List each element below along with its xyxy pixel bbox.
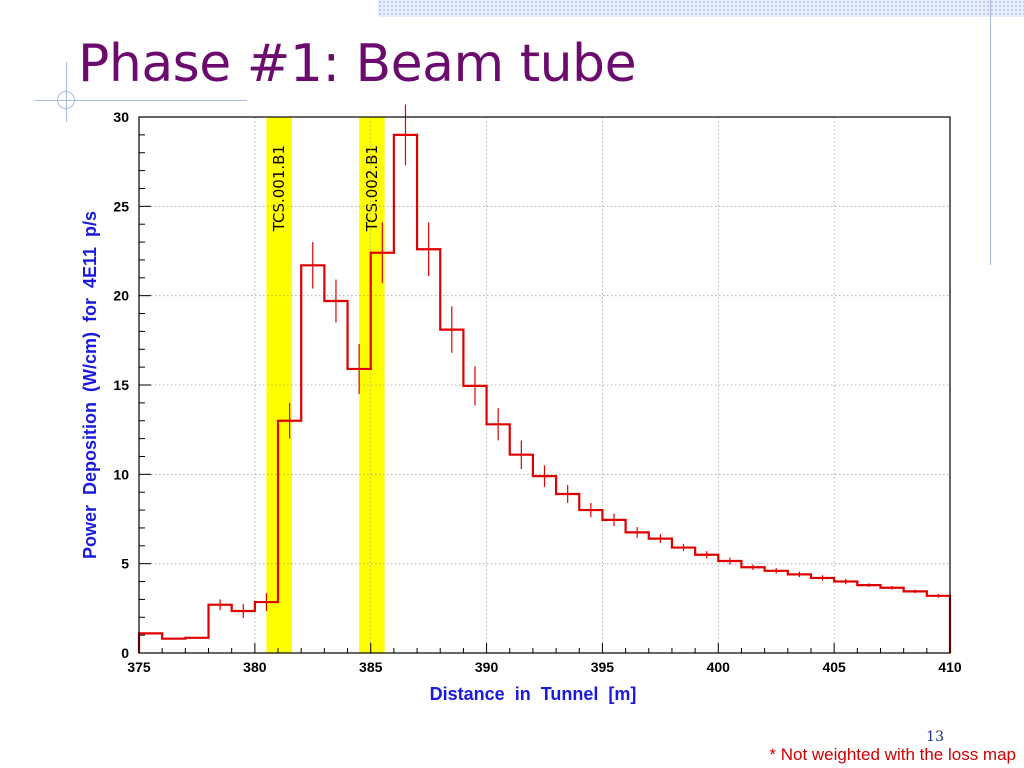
decorative-vertical-line (990, 0, 991, 265)
band-label: TCS.001.B1 (270, 145, 288, 232)
x-tick-label: 410 (938, 659, 962, 675)
grid-lines (139, 117, 950, 653)
band-label: TCS.002.B1 (363, 145, 381, 232)
axis-ticks (138, 116, 951, 654)
x-tick-label: 390 (475, 659, 499, 675)
x-tick-label: 375 (127, 659, 151, 675)
histogram-line (137, 133, 952, 653)
x-axis-title: Distance in Tunnel [m] (430, 684, 637, 704)
x-tick-label: 395 (591, 659, 615, 675)
axis-labels: 375 380 385 390 395 400 405 410 0 5 10 15 20 25 30 Dist… (80, 109, 962, 704)
x-tick-label: 385 (359, 659, 383, 675)
y-axis-title: Power Deposition (W/cm) for 4E11 p/s (80, 211, 100, 559)
x-tick-label: 400 (707, 659, 731, 675)
y-tick-label: 10 (113, 466, 129, 482)
x-tick-label: 380 (243, 659, 267, 675)
page-number: 13 (926, 729, 944, 745)
x-tick-label: 405 (822, 659, 846, 675)
y-tick-label: 0 (121, 645, 129, 661)
slide-title: Phase #1: Beam tube (78, 34, 637, 94)
title-crosshair-circle (57, 91, 75, 109)
footnote: * Not weighted with the loss map (769, 745, 1016, 764)
y-tick-label: 25 (113, 198, 129, 214)
histogram-data (137, 104, 952, 653)
title-underline (35, 100, 247, 101)
y-tick-label: 30 (113, 109, 129, 125)
y-tick-label: 20 (113, 288, 129, 304)
y-tick-label: 5 (121, 556, 129, 572)
y-tick-label: 15 (113, 377, 129, 393)
decorative-dotted-band (378, 0, 1024, 17)
